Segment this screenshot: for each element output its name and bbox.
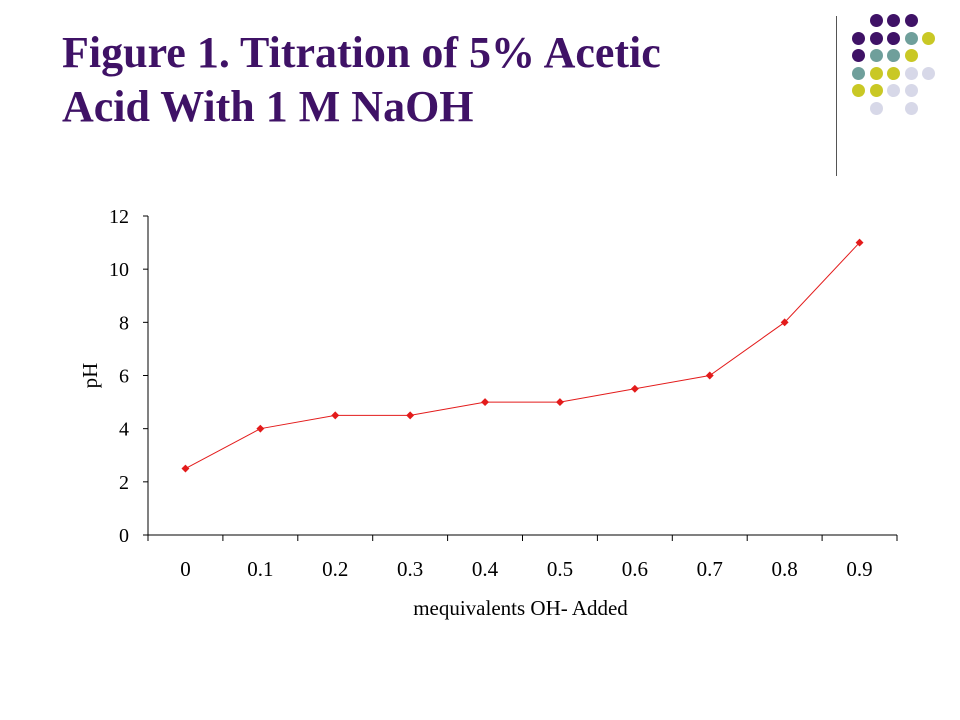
decorative-dot [869,14,883,27]
decorative-dot [904,49,918,62]
data-point [481,398,490,407]
y-tick-label: 12 [109,206,129,228]
decorative-dot-grid [852,14,935,154]
decorative-dot [904,14,918,27]
decorative-dot [869,31,883,45]
x-tick-label: 0.8 [772,557,798,581]
y-tick-label: 8 [119,312,129,334]
data-point [555,398,564,407]
x-tick-label: 0.2 [322,557,348,581]
slide-title-line-1: Figure 1. Titration of 5% Acetic [62,28,661,77]
decorative-dot [869,84,883,97]
decorative-dot [904,101,918,115]
decorative-dot [922,66,935,80]
decorative-dot [852,66,865,80]
data-point [780,318,789,327]
decorative-dot [904,66,918,80]
y-tick-label: 10 [109,259,129,281]
y-tick-label: 0 [119,525,129,547]
decorative-dot [904,84,918,97]
decorative-dot [887,49,900,62]
x-tick-label: 0.1 [247,557,273,581]
x-tick-label: 0.4 [472,557,499,581]
y-tick-label: 2 [119,472,129,494]
slide-title: Figure 1. Titration of 5% Acetic Acid Wi… [62,26,802,134]
title-divider [836,16,837,176]
x-axis-title: mequivalents OH- Added [413,596,628,620]
data-point [630,384,639,393]
decorative-dot [869,66,883,80]
decorative-dot [852,84,865,97]
data-point [705,371,714,380]
decorative-dot [852,49,865,62]
x-tick-label: 0 [180,557,191,581]
x-tick-label: 0.9 [846,557,872,581]
data-point [181,464,190,473]
y-tick-label: 4 [119,419,129,441]
decorative-dot [852,31,865,45]
decorative-dot [887,31,900,45]
slide-title-line-2: Acid With 1 M NaOH [62,82,474,131]
decorative-dot [922,31,935,45]
decorative-dot [887,84,900,97]
y-tick-label: 6 [119,366,129,388]
decorative-dot [887,66,900,80]
decorative-dot [904,31,918,45]
decorative-dot [887,14,900,27]
x-tick-label: 0.7 [697,557,723,581]
decorative-dot [869,101,883,115]
x-tick-label: 0.6 [622,557,648,581]
data-point [256,424,265,433]
x-tick-label: 0.3 [397,557,423,581]
x-tick-label: 0.5 [547,557,573,581]
series-line [185,242,860,469]
data-point [331,411,340,420]
data-point [406,411,415,420]
decorative-dot [869,49,883,62]
y-axis-title: pH [78,363,102,389]
